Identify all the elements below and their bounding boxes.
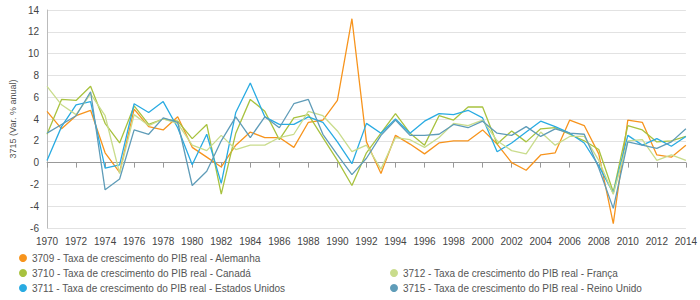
svg-text:3712 - Taxa de crescimento do: 3712 - Taxa de crescimento do PIB real -… [403,268,618,279]
svg-text:2: 2 [33,135,39,146]
svg-text:1992: 1992 [355,236,378,247]
svg-text:2002: 2002 [501,236,524,247]
svg-text:1976: 1976 [123,236,146,247]
svg-text:10: 10 [28,48,40,59]
svg-text:-4: -4 [30,201,39,212]
svg-text:2014: 2014 [675,236,698,247]
svg-text:1978: 1978 [152,236,175,247]
svg-text:0: 0 [33,157,39,168]
svg-text:2004: 2004 [530,236,553,247]
svg-text:1982: 1982 [210,236,233,247]
svg-text:3715 (Var. % anual): 3715 (Var. % anual) [8,80,18,159]
svg-text:1972: 1972 [65,236,88,247]
svg-text:1996: 1996 [413,236,436,247]
svg-text:3709 - Taxa de crescimento do: 3709 - Taxa de crescimento do PIB real -… [32,253,261,264]
svg-text:-2: -2 [30,179,39,190]
svg-text:1988: 1988 [297,236,320,247]
svg-text:2006: 2006 [559,236,582,247]
svg-text:3715 - Taxa de crescimento do: 3715 - Taxa de crescimento do PIB real -… [403,283,642,294]
svg-text:1974: 1974 [94,236,117,247]
svg-text:1986: 1986 [268,236,291,247]
svg-text:2012: 2012 [646,236,669,247]
svg-text:1980: 1980 [181,236,204,247]
svg-text:8: 8 [33,70,39,81]
svg-text:-6: -6 [30,223,39,234]
svg-text:4: 4 [33,114,39,125]
svg-text:1970: 1970 [36,236,59,247]
svg-text:1984: 1984 [239,236,262,247]
svg-text:12: 12 [28,26,40,37]
svg-text:6: 6 [33,92,39,103]
svg-text:2010: 2010 [617,236,640,247]
svg-text:1990: 1990 [326,236,349,247]
svg-text:1998: 1998 [442,236,465,247]
svg-text:1994: 1994 [384,236,407,247]
svg-text:3710 - Taxa de crescimento do: 3710 - Taxa de crescimento do PIB real -… [32,268,251,279]
svg-text:2000: 2000 [471,236,494,247]
svg-text:14: 14 [28,5,40,16]
svg-text:3711 - Taxa de crescimento do: 3711 - Taxa de crescimento do PIB real -… [32,283,285,294]
svg-text:2008: 2008 [588,236,611,247]
